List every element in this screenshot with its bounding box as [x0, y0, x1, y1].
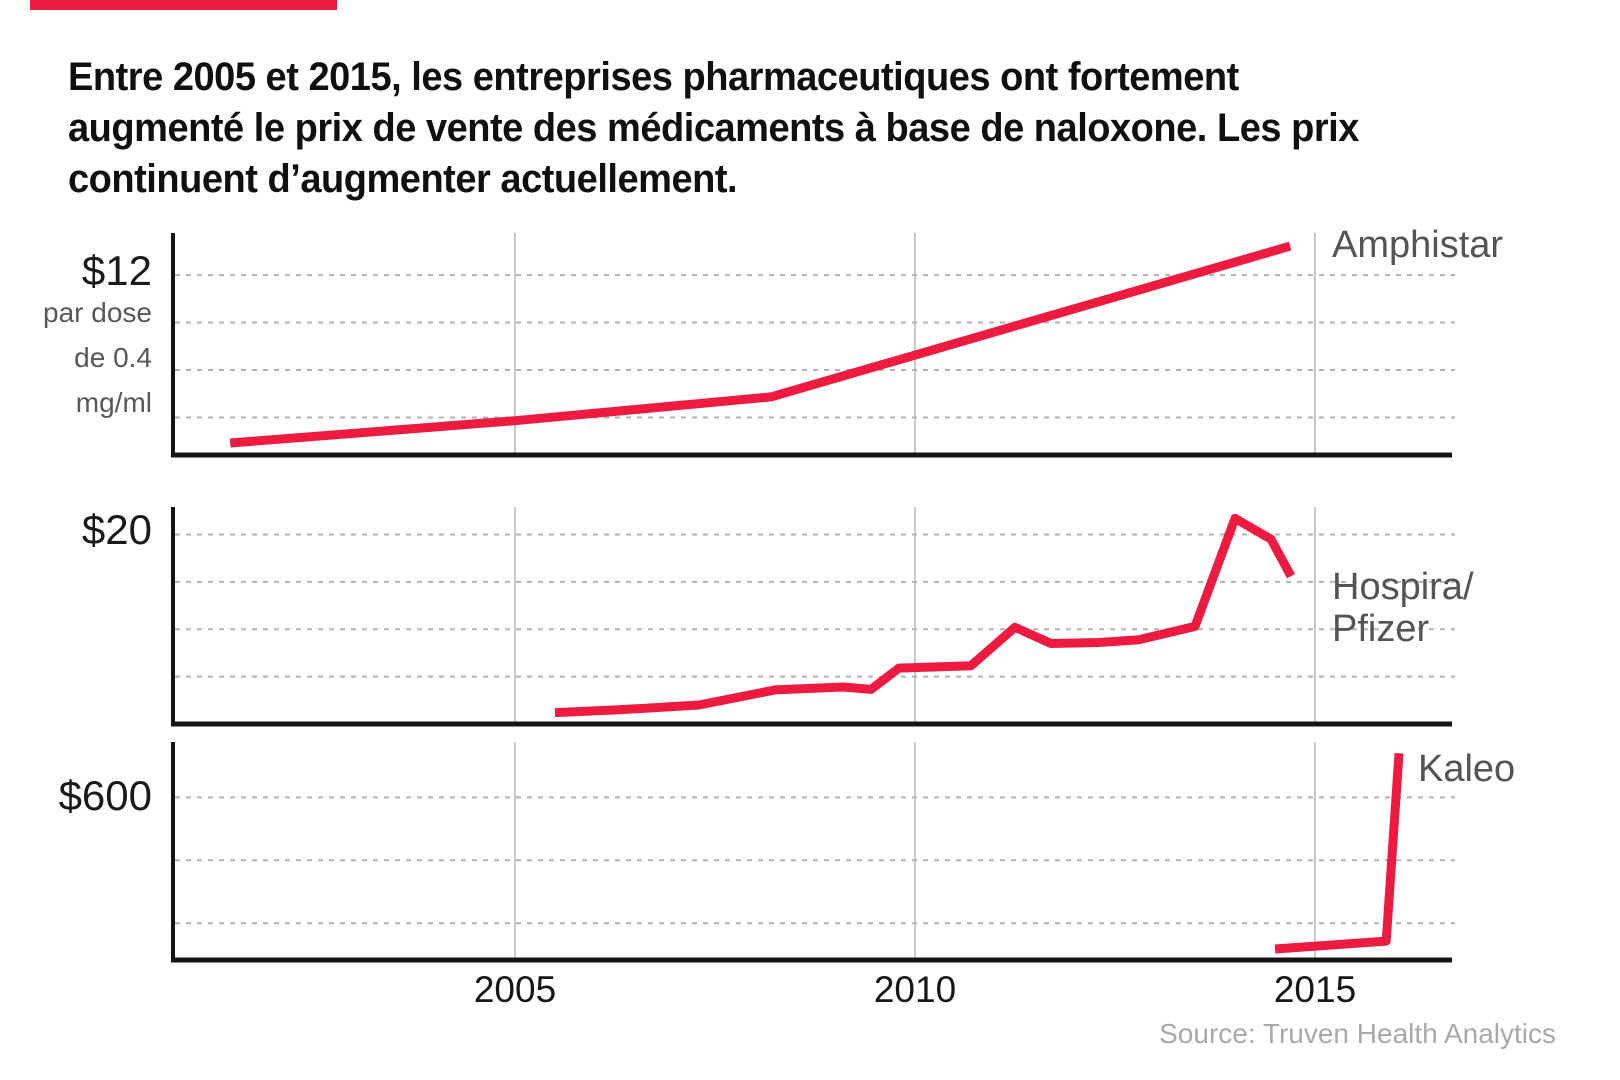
x-tick-2015: 2015 — [1273, 969, 1357, 1010]
series-label-hospira-line-1: Hospira/ — [1332, 566, 1474, 608]
x-tick-2010: 2010 — [873, 969, 957, 1010]
price-line-kaleo — [1274, 752, 1404, 954]
title-line-1: Entre 2005 et 2015, les entreprises phar… — [68, 55, 1239, 99]
price-line-amphistar — [229, 241, 1292, 448]
y-axis-unit-note: par dose de 0.4 mg/ml — [43, 290, 152, 425]
unit-note-line-1: par dose — [43, 297, 152, 328]
x-tick-2005: 2005 — [473, 969, 557, 1010]
unit-note-line-2: de 0.4 — [74, 342, 152, 373]
source-credit: Source: Truven Health Analytics — [1159, 1018, 1556, 1049]
price-line-hospira-pfizer — [554, 513, 1295, 718]
accent-bar — [30, 0, 337, 10]
y-axis-label-amphistar: $12 — [81, 247, 152, 294]
series-label-kaleo: Kaleo — [1418, 748, 1516, 790]
chart-title: Entre 2005 et 2015, les entreprises phar… — [68, 52, 1359, 205]
title-line-2: augmenté le prix de vente des médicament… — [68, 106, 1359, 150]
title-line-3: continuent d’augmenter actuellement. — [68, 157, 738, 201]
series-label-hospira-line-2: Pfizer — [1332, 608, 1430, 650]
unit-note-line-3: mg/ml — [75, 387, 152, 418]
series-label-amphistar: Amphistar — [1332, 224, 1504, 266]
y-axis-label-hospira: $20 — [81, 506, 152, 553]
y-axis-label-kaleo: $600 — [58, 772, 152, 819]
series-label-hospira-pfizer: Hospira/ Pfizer — [1332, 566, 1474, 650]
